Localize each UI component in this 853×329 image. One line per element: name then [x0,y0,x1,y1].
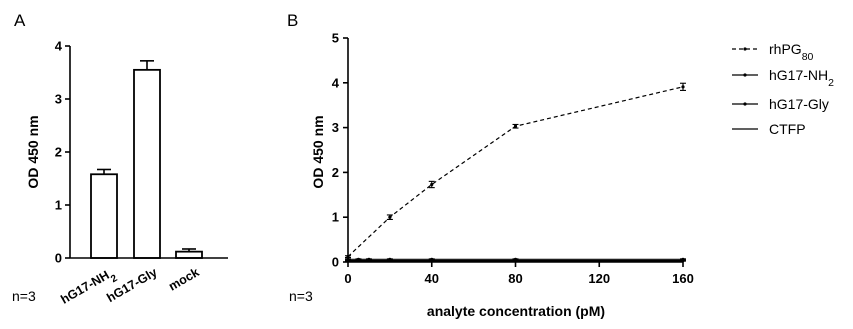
panel-a-bar [133,68,161,259]
panel-b-legend-marker [743,102,747,106]
panel-a-y-tick-label: 1 [55,198,62,213]
panel-b-y-tick-label: 2 [332,165,339,180]
panel-b-legend-marker [743,47,747,51]
panel-b-y-tick-label: 3 [332,120,339,135]
panel-b-letter: B [287,11,298,30]
panel-a-y-tick-label: 2 [55,145,62,160]
panel-a-y-tick-label: 0 [55,251,62,266]
panel-b-x-tick-label: 40 [425,271,439,286]
panel-b-legend-label: hG17-NH2 [769,67,834,89]
panel-b-x-ticks: 0 40 80 120 160 [344,262,694,286]
panel-b-series-line [347,86,684,258]
panel-b-data-point [430,182,434,187]
panel-b-data-point [513,124,518,128]
panel-a-y-tick-label: 4 [55,39,63,54]
panel-b-legend-marker [743,73,747,77]
panel-a-n-count: n=3 [12,288,36,304]
panel-b-y-axis-label: OD 450 nm [310,115,326,188]
panel-a-letter: A [14,11,26,30]
panel-b-y-tick-label: 0 [332,255,339,270]
panel-a-y-tick-label: 3 [55,92,62,107]
panel-a-bar [175,250,203,259]
panel-b-y-tick-label: 4 [332,75,340,90]
panel-a-y-ticks: 0 1 2 3 4 [55,39,70,266]
panel-b-series [345,82,686,263]
panel-b-data-point [681,85,685,89]
panel-b-x-tick-label: 0 [344,271,351,286]
panel-a-y-axis-label: OD 450 nm [25,115,41,188]
panel-b-x-tick-label: 160 [672,271,694,286]
panel-b-y-tick-label: 5 [332,31,339,46]
panel-b-legend-label: rhPG80 [769,41,814,63]
panel-b-x-tick-label: 80 [508,271,522,286]
panel-b-legend-label: hG17-Gly [769,96,829,112]
panel-a-category-label: mock [166,265,201,293]
panel-b-n-count: n=3 [289,288,313,304]
panel-b-series-group [345,82,686,259]
panel-b-y-ticks: 0 1 2 3 4 5 [332,31,348,270]
panel-a-error-bars [97,60,196,252]
panel-a-bar [90,173,118,259]
panel-b-x-axis-label: analyte concentration (pM) [427,303,605,319]
panel-b: B OD 450 nm n=3 analyte concentration (p… [287,11,834,319]
panel-b-data-point [388,215,392,219]
panel-a-bars [90,68,203,259]
panel-b-legend-label: CTFP [769,121,806,137]
panel-a-category-label: hG17-Gly [104,265,159,305]
panel-b-y-tick-label: 1 [332,210,339,225]
panel-b-x-tick-label: 120 [588,271,610,286]
panel-b-legend: rhPG80 hG17-NH2 hG17-Gly CTFP [732,41,834,137]
